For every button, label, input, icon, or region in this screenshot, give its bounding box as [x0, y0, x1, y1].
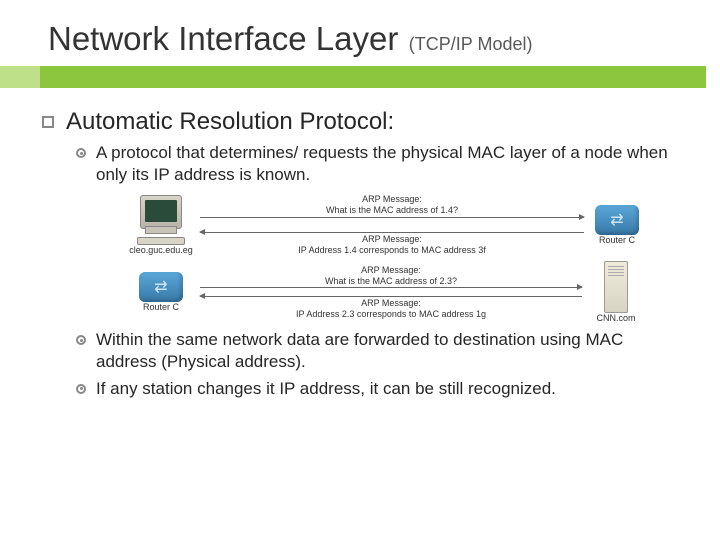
arrow-group-1: ARP Message: What is the MAC address of …	[196, 192, 588, 257]
slide-subtitle: (TCP/IP Model)	[409, 34, 533, 54]
arrow-right-icon	[200, 217, 584, 218]
content-area: Automatic Resolution Protocol: A protoco…	[0, 88, 720, 400]
sub-bullet-1: A protocol that determines/ requests the…	[76, 142, 678, 186]
arp-msg-body: What is the MAC address of 1.4?	[196, 205, 588, 216]
section-heading: Automatic Resolution Protocol:	[66, 108, 394, 136]
arp-msg-title: ARP Message:	[196, 194, 588, 205]
square-bullet-icon	[42, 116, 54, 128]
bullet-text: A protocol that determines/ requests the…	[96, 142, 678, 186]
arrow-left-icon	[200, 296, 582, 297]
router-icon: Router C	[126, 272, 196, 312]
device-label: Router C	[143, 302, 179, 312]
bullet-text: If any station changes it IP address, it…	[96, 378, 556, 400]
sub-bullet-list: A protocol that determines/ requests the…	[76, 142, 678, 400]
accent-bar	[40, 66, 706, 88]
diagram-row-1: cleo.guc.edu.eg ARP Message: What is the…	[126, 192, 646, 257]
arrow-right-icon	[200, 287, 582, 288]
server-icon: CNN.com	[586, 261, 646, 323]
device-label: cleo.guc.edu.eg	[129, 245, 193, 255]
device-label: CNN.com	[596, 313, 635, 323]
circle-bullet-icon	[76, 384, 86, 394]
arp-msg-body: IP Address 2.3 corresponds to MAC addres…	[196, 309, 586, 320]
arp-msg-title: ARP Message:	[196, 265, 586, 276]
device-label: Router C	[599, 235, 635, 245]
sub-bullet-2: Within the same network data are forward…	[76, 329, 678, 373]
router-icon: Router C	[588, 205, 646, 245]
sub-bullet-3: If any station changes it IP address, it…	[76, 378, 678, 400]
arrow-left-icon	[200, 232, 584, 233]
arp-msg-body: IP Address 1.4 corresponds to MAC addres…	[196, 245, 588, 256]
circle-bullet-icon	[76, 148, 86, 158]
arp-msg-title: ARP Message:	[196, 298, 586, 309]
bullet-text: Within the same network data are forward…	[96, 329, 678, 373]
title-area: Network Interface Layer (TCP/IP Model)	[0, 0, 720, 66]
arp-diagram: cleo.guc.edu.eg ARP Message: What is the…	[126, 192, 646, 323]
arp-msg-title: ARP Message:	[196, 234, 588, 245]
arp-msg-body: What is the MAC address of 2.3?	[196, 276, 586, 287]
arrow-group-2: ARP Message: What is the MAC address of …	[196, 263, 586, 322]
diagram-row-2: Router C ARP Message: What is the MAC ad…	[126, 261, 646, 323]
computer-icon: cleo.guc.edu.eg	[126, 195, 196, 255]
slide-title: Network Interface Layer	[48, 20, 398, 57]
circle-bullet-icon	[76, 335, 86, 345]
bullet-heading-row: Automatic Resolution Protocol:	[42, 108, 678, 136]
